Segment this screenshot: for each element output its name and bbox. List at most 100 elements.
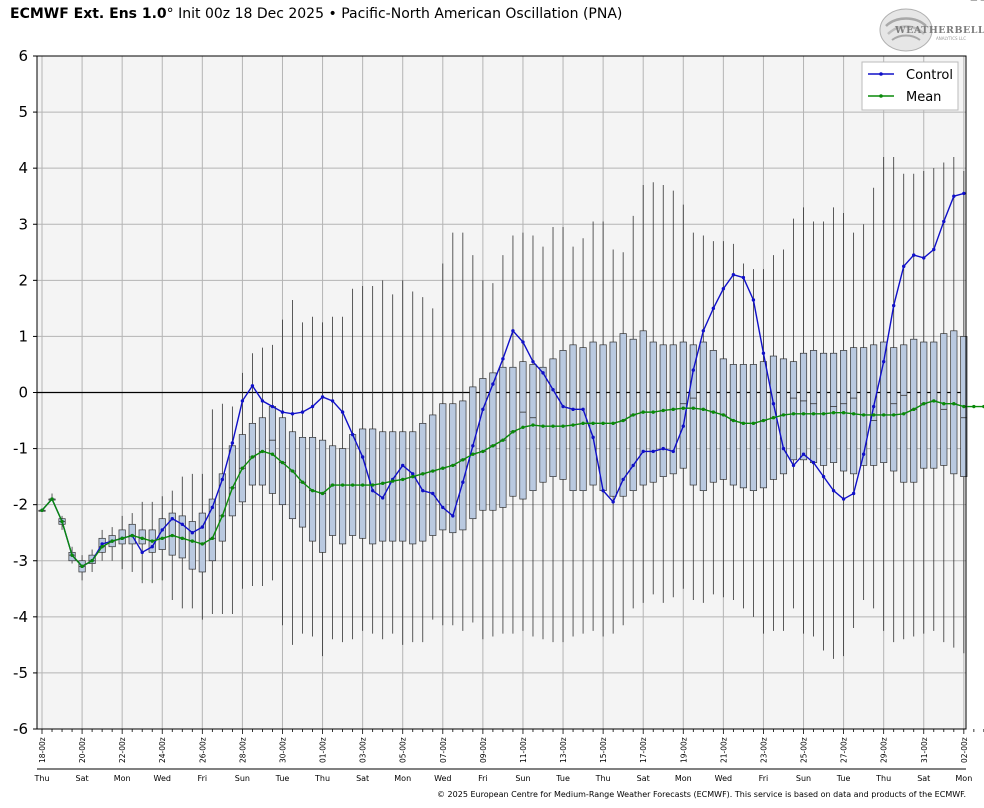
box-iqr <box>479 378 487 511</box>
box-iqr <box>809 350 818 463</box>
x-day-label: Fri <box>478 774 488 783</box>
control-point <box>611 500 615 504</box>
mean-point <box>661 408 665 413</box>
control-point <box>551 387 555 392</box>
legend-mean-label: Mean <box>906 90 941 105</box>
mean-point <box>451 463 455 468</box>
y-tick-label: 1 <box>18 327 28 345</box>
y-tick-label: -1 <box>13 440 28 458</box>
box-iqr <box>699 341 707 491</box>
title-separator: • <box>324 6 342 22</box>
x-day-label: Thu <box>595 774 611 783</box>
box-iqr <box>589 341 597 486</box>
mean-point <box>581 421 585 426</box>
x-tick-label: 18-00z <box>38 737 47 763</box>
x-tick-label: 31-00z <box>920 737 929 763</box>
box-iqr <box>599 344 607 491</box>
control-point <box>861 452 866 456</box>
control-point <box>521 340 525 344</box>
control-point <box>441 505 445 510</box>
mean-point <box>421 472 425 476</box>
mean-point <box>912 407 916 412</box>
x-day-label: Tue <box>836 774 851 783</box>
mean-point <box>491 444 495 448</box>
axes: -6 -5 -4 -3 -2 -1 0 1 2 3 4 5 6 18-00z 20-00z 22-00z 24-… <box>13 47 984 783</box>
box-iqr <box>569 344 577 491</box>
mean-point <box>330 483 335 487</box>
box-iqr <box>329 445 337 536</box>
x-tick-label: 22-00z <box>118 737 127 763</box>
control-point <box>200 525 205 529</box>
control-point <box>310 404 315 409</box>
mean-point <box>300 480 305 484</box>
mean-point <box>621 418 625 423</box>
mean-point <box>671 407 675 412</box>
x-tick-label: 26-00z <box>198 737 207 763</box>
control-point <box>150 545 154 549</box>
box-iqr <box>288 431 297 520</box>
degree-symbol: ° <box>166 6 174 22</box>
x-day-label: Fri <box>198 774 208 783</box>
logo-text: WEATHERBELL <box>895 25 984 36</box>
mean-point <box>831 410 836 415</box>
weatherbell-logo-icon <box>879 8 933 52</box>
box-iqr <box>319 439 327 553</box>
x-tick-label: 02-00z <box>960 737 969 763</box>
mean-point <box>922 402 926 406</box>
box-iqr <box>389 431 397 542</box>
mean-point <box>781 413 786 417</box>
x-day-label: Mon <box>675 774 692 783</box>
mean-point <box>892 413 896 417</box>
mean-point <box>561 424 565 428</box>
control-point <box>431 491 435 496</box>
box-iqr <box>248 422 256 486</box>
control-point <box>791 463 796 468</box>
x-tick-label: 27-00z <box>840 737 849 763</box>
x-tick-label: 05-00z <box>399 737 408 763</box>
mean-point <box>150 539 154 543</box>
box-iqr <box>940 333 948 466</box>
mean-point <box>821 412 826 416</box>
control-point <box>320 395 325 399</box>
box-iqr <box>549 358 557 477</box>
x-tick-label: 17-00z <box>639 737 648 763</box>
box-iqr <box>830 352 838 463</box>
control-point <box>851 491 856 496</box>
control-point <box>701 329 706 333</box>
box-iqr <box>820 352 828 466</box>
control-point <box>892 303 896 308</box>
control-point <box>511 329 515 333</box>
control-point <box>140 550 144 555</box>
legend-mean-marker <box>879 94 883 98</box>
control-point <box>330 399 335 403</box>
control-point <box>210 505 215 510</box>
mean-point <box>130 533 134 538</box>
mean-point <box>541 424 545 428</box>
control-point <box>370 488 375 493</box>
box-iqr <box>609 341 617 497</box>
box-iqr <box>840 350 848 472</box>
box-iqr <box>268 406 277 494</box>
x-day-label: Wed <box>434 774 451 783</box>
control-point <box>741 275 746 280</box>
y-tick-label: -3 <box>13 552 28 570</box>
control-point <box>190 531 194 535</box>
control-point <box>220 477 225 482</box>
model-name: ECMWF Ext. Ens 1.0 <box>10 6 167 22</box>
box-iqr <box>489 372 497 511</box>
mean-point <box>942 402 946 406</box>
mean-point <box>290 469 295 473</box>
mean-point <box>631 413 635 417</box>
x-tick-label: 29-00z <box>880 737 889 763</box>
box-iqr <box>519 361 527 500</box>
mean-point <box>952 402 956 406</box>
mean-point <box>210 536 215 541</box>
mean-point <box>481 449 485 454</box>
control-point <box>300 410 305 414</box>
control-point <box>360 455 365 459</box>
mean-point <box>180 536 184 541</box>
mean-point <box>731 418 736 423</box>
control-point <box>401 463 405 468</box>
x-tick-label: 13-00z <box>559 737 568 763</box>
mean-point <box>651 410 655 414</box>
